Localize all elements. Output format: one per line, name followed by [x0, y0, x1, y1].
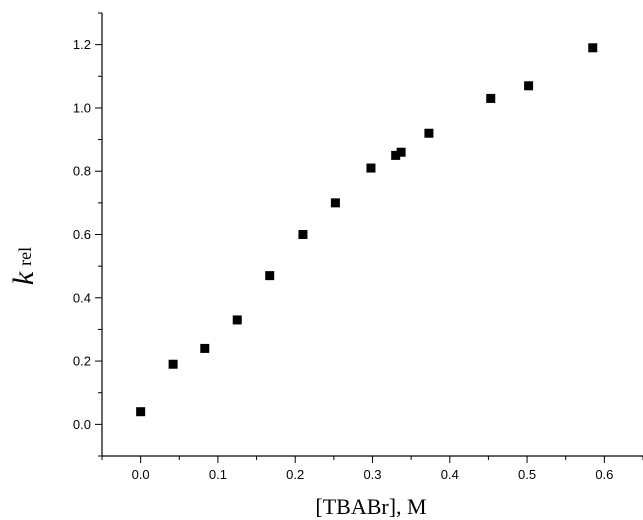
y-tick-label: 1.0 — [73, 100, 91, 115]
svg-text:krel: k rel — [7, 247, 40, 285]
data-point — [366, 163, 376, 173]
x-tick-label: 0.3 — [363, 467, 381, 482]
y-tick-label: 0.8 — [73, 164, 91, 179]
x-tick-label: 0.5 — [518, 467, 536, 482]
data-point — [486, 93, 496, 103]
x-ticks: 0.0 0.1 0.2 0.3 0.4 0.5 0.6 — [101, 456, 643, 482]
data-point — [391, 150, 401, 160]
x-axis-title: [TBABr], M — [315, 494, 426, 519]
y-tick-label: 0.2 — [73, 354, 91, 369]
data-points — [136, 43, 598, 417]
y-tick-label: 1.2 — [73, 37, 91, 52]
data-point — [298, 230, 308, 239]
y-tick-label: 0.0 — [73, 417, 91, 432]
x-tick-label: 0.4 — [441, 467, 459, 482]
data-point — [424, 128, 434, 138]
data-point — [524, 81, 534, 91]
y-axis-title: k rel — [7, 247, 40, 285]
data-point — [588, 43, 598, 53]
data-point — [396, 147, 406, 157]
x-tick-label: 0.6 — [595, 467, 613, 482]
data-point — [330, 198, 340, 208]
y-tick-label: 0.4 — [73, 290, 91, 305]
x-axis: 0.0 0.1 0.2 0.3 0.4 0.5 0.6 — [101, 455, 643, 482]
x-tick-label: 0.1 — [209, 467, 227, 482]
y-axis: 0.0 0.2 0.4 0.6 0.8 1.0 1.2 — [73, 12, 103, 457]
y-tick-label: 0.6 — [73, 227, 91, 242]
data-point — [200, 343, 210, 353]
y-ticks: 0.0 0.2 0.4 0.6 0.8 1.0 1.2 — [73, 12, 102, 457]
x-tick-label: 0.0 — [132, 467, 150, 482]
x-tick-label: 0.2 — [286, 467, 304, 482]
y-axis-title-sub: rel — [15, 247, 35, 266]
data-point — [136, 407, 146, 417]
y-axis-title-main: k — [7, 271, 40, 285]
data-point — [265, 271, 275, 281]
data-point — [168, 359, 178, 369]
data-point — [232, 315, 242, 325]
